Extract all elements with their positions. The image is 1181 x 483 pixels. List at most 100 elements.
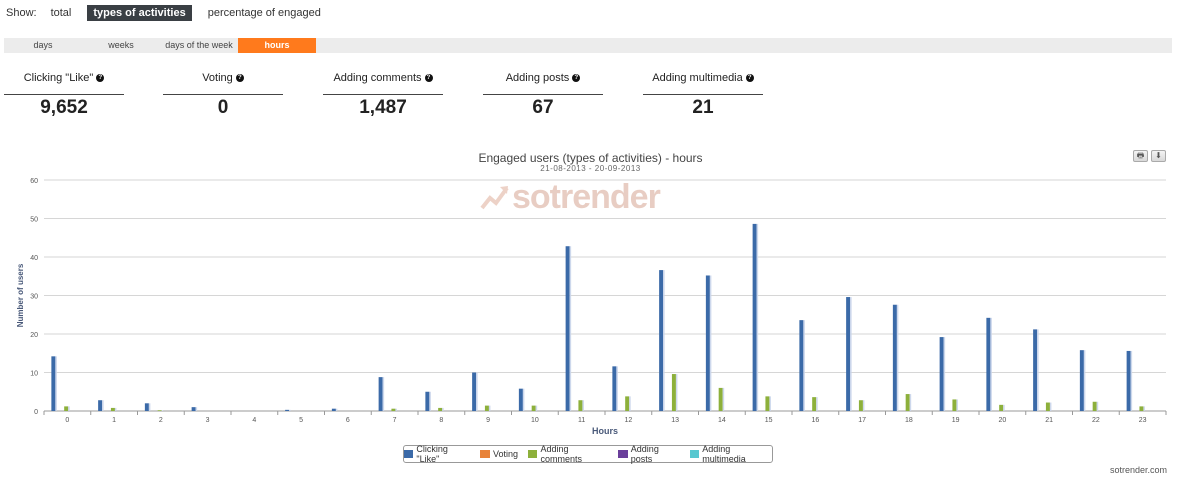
bar <box>472 372 477 411</box>
bar <box>484 405 489 411</box>
bar <box>705 275 710 411</box>
stat-voting: Voting? 0 <box>163 70 283 119</box>
tab-days-of-the-week[interactable]: days of the week <box>165 40 233 50</box>
bar <box>98 400 103 411</box>
bar-highlight <box>335 408 338 411</box>
bar <box>952 399 957 411</box>
x-tick-label: 8 <box>439 417 443 424</box>
bar-highlight <box>1143 406 1145 411</box>
bar-highlight <box>756 223 759 411</box>
bar <box>752 223 757 411</box>
x-tick-label: 23 <box>1139 417 1147 424</box>
bar <box>438 407 443 411</box>
bar <box>578 400 583 411</box>
bar <box>625 396 630 411</box>
legend-swatch <box>480 450 491 458</box>
bar-highlight <box>1096 401 1099 411</box>
divider <box>323 94 443 95</box>
stat-value: 0 <box>217 97 229 118</box>
download-icon[interactable]: ⬇ <box>1151 150 1166 162</box>
legend-swatch <box>404 450 414 458</box>
chart-title: Engaged users (types of activities) - ho… <box>478 151 703 165</box>
divider <box>643 94 763 95</box>
legend-item-posts[interactable]: Adding posts <box>618 444 679 464</box>
help-icon[interactable]: ? <box>745 74 754 82</box>
bar <box>939 337 944 411</box>
bar-highlight <box>722 387 725 411</box>
legend-swatch <box>528 450 538 458</box>
bar-highlight <box>803 320 805 411</box>
credit-link[interactable]: sotrender.com <box>1109 465 1167 475</box>
bar <box>1079 350 1084 411</box>
show-option-percentage-engaged[interactable]: percentage of engaged <box>207 7 321 19</box>
tab-weeks[interactable]: weeks <box>108 40 134 50</box>
legend-label: Adding comments <box>540 444 582 464</box>
bar-highlight <box>195 407 198 411</box>
y-tick-label: 10 <box>30 371 38 378</box>
bar-highlight <box>1130 350 1133 411</box>
legend-item-comments[interactable]: Adding comments <box>528 444 608 464</box>
bar-highlight <box>382 377 385 411</box>
help-icon[interactable]: ? <box>96 74 105 82</box>
x-tick-label: 0 <box>65 417 69 424</box>
x-tick-label: 16 <box>811 417 819 424</box>
show-option-total[interactable]: total <box>50 7 72 19</box>
show-label: Show: <box>6 7 37 19</box>
bar <box>144 403 149 411</box>
bar-highlight <box>956 399 958 411</box>
bar <box>331 408 336 411</box>
stat-label: Adding multimedia <box>652 72 743 84</box>
bar-highlight <box>663 270 665 411</box>
bar <box>565 246 570 411</box>
bar <box>531 405 536 411</box>
bar <box>1139 406 1144 411</box>
bar-highlight <box>429 391 431 411</box>
bar <box>999 404 1004 411</box>
bar-highlight <box>1083 350 1086 411</box>
x-tick-label: 3 <box>206 417 210 424</box>
bar <box>846 297 851 411</box>
bar-highlight <box>148 403 151 411</box>
help-icon[interactable]: ? <box>572 74 581 82</box>
x-tick-label: 6 <box>346 417 350 424</box>
bar <box>157 410 162 411</box>
tab-days[interactable]: days <box>33 40 53 50</box>
bar <box>659 270 664 411</box>
bar-highlight <box>442 407 444 411</box>
stat-label: Adding comments <box>333 72 422 84</box>
y-tick-label: 50 <box>30 217 38 224</box>
x-tick-label: 9 <box>486 417 490 424</box>
divider <box>4 94 124 95</box>
bar-highlight <box>769 396 771 411</box>
legend-item-like[interactable]: Clicking "Like" <box>404 444 470 464</box>
legend-item-voting[interactable]: Voting <box>480 449 518 459</box>
help-icon[interactable]: ? <box>424 74 433 82</box>
bar-highlight <box>850 297 852 411</box>
bar-highlight <box>675 374 678 411</box>
bar <box>64 406 69 411</box>
bar-highlight <box>629 396 631 411</box>
bar <box>1126 350 1131 411</box>
bar <box>812 397 817 411</box>
y-tick-label: 40 <box>30 255 38 262</box>
print-icon[interactable]: 🖶 <box>1133 150 1148 162</box>
legend-label: Adding posts <box>630 444 659 464</box>
show-option-types-of-activities[interactable]: types of activities <box>87 5 192 21</box>
sotrender-watermark: sotrender <box>480 178 661 217</box>
tab-hours[interactable]: hours <box>238 38 316 53</box>
help-icon[interactable]: ? <box>235 74 244 82</box>
stat-adding-multimedia: Adding multimedia? 21 <box>643 70 763 119</box>
bar <box>391 408 396 411</box>
x-tick-label: 12 <box>624 417 632 424</box>
bar-highlight <box>709 275 712 411</box>
bar-highlight <box>488 405 491 411</box>
period-tabs: days weeks days of the week hours <box>4 38 1172 53</box>
legend-item-multimedia[interactable]: Adding multimedia <box>689 444 772 464</box>
bar-highlight <box>1049 402 1052 411</box>
bar <box>765 396 770 411</box>
bar <box>799 320 804 411</box>
bar <box>191 407 196 411</box>
x-tick-label: 5 <box>299 417 303 424</box>
bar <box>425 391 430 411</box>
stat-adding-comments: Adding comments? 1,487 <box>323 70 443 119</box>
